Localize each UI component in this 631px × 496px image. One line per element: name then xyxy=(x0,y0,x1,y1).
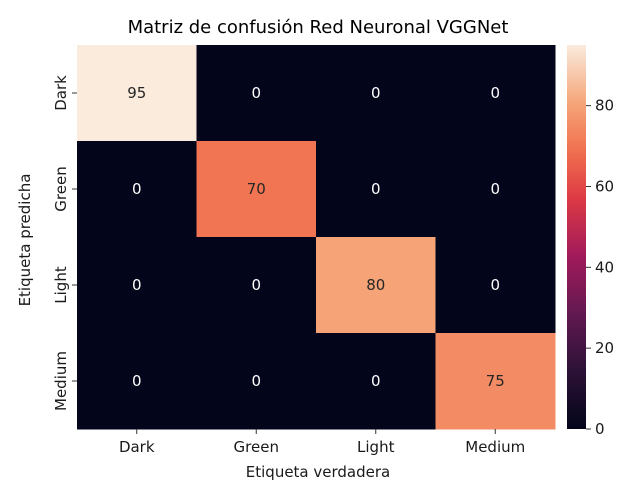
cell-value-label: 0 xyxy=(490,276,500,294)
heatmap-cell xyxy=(316,333,436,430)
cell-value-label: 0 xyxy=(251,276,261,294)
cell-value-label: 75 xyxy=(486,372,505,390)
y-axis-label: Etiqueta predicha xyxy=(16,174,34,307)
cell-value-label: 0 xyxy=(132,276,142,294)
heatmap-cell xyxy=(77,45,197,142)
cell-value-label: 0 xyxy=(251,84,261,102)
x-tick-labels: Dark Green Light Medium xyxy=(119,429,525,456)
y-tick-label: Dark xyxy=(52,75,70,111)
cell-value-label: 80 xyxy=(366,276,385,294)
x-tick-label: Light xyxy=(357,438,395,456)
colorbar-tick-label: 80 xyxy=(595,97,614,115)
heatmap-cell xyxy=(316,45,436,142)
colorbar-tick-label: 20 xyxy=(595,339,614,357)
colorbar xyxy=(567,45,586,429)
y-tick-label: Light xyxy=(52,266,70,304)
heatmap-cells: 95 0 0 0 0 70 0 0 0 0 80 0 0 0 0 75 xyxy=(77,45,556,430)
heatmap-cell xyxy=(196,333,317,430)
cell-value-label: 95 xyxy=(127,84,146,102)
heatmap-cell xyxy=(435,333,556,430)
y-tick-label: Medium xyxy=(52,351,70,411)
cell-value-label: 0 xyxy=(371,84,381,102)
heatmap-cell xyxy=(435,237,556,334)
cell-value-label: 70 xyxy=(247,180,266,198)
cell-value-label: 0 xyxy=(490,84,500,102)
cell-value-label: 0 xyxy=(371,180,381,198)
x-axis-label: Etiqueta verdadera xyxy=(246,463,390,481)
x-tick-label: Dark xyxy=(119,438,155,456)
heatmap-cell xyxy=(77,237,197,334)
colorbar-tick-label: 60 xyxy=(595,177,614,195)
colorbar-tick-label: 40 xyxy=(595,258,614,276)
heatmap-cell xyxy=(77,333,197,430)
heatmap-cell xyxy=(435,141,556,238)
heatmap-cell xyxy=(316,237,436,334)
colorbar-ticks: 0 20 40 60 80 xyxy=(586,97,614,438)
y-tick-label: Green xyxy=(52,166,70,211)
cell-value-label: 0 xyxy=(251,372,261,390)
cell-value-label: 0 xyxy=(132,372,142,390)
y-tick-labels: Dark Green Light Medium xyxy=(52,75,77,411)
heatmap-cell xyxy=(196,237,317,334)
x-tick-label: Medium xyxy=(465,438,525,456)
heatmap-cell xyxy=(77,141,197,238)
heatmap-cell xyxy=(316,141,436,238)
cell-value-label: 0 xyxy=(371,372,381,390)
heatmap-cell xyxy=(435,45,556,142)
x-tick-label: Green xyxy=(234,438,279,456)
colorbar-tick-label: 0 xyxy=(595,420,605,438)
heatmap-cell xyxy=(196,141,317,238)
chart-title: Matriz de confusión Red Neuronal VGGNet xyxy=(128,17,509,38)
cell-value-label: 0 xyxy=(132,180,142,198)
cell-value-label: 0 xyxy=(490,180,500,198)
heatmap-cell xyxy=(196,45,317,142)
